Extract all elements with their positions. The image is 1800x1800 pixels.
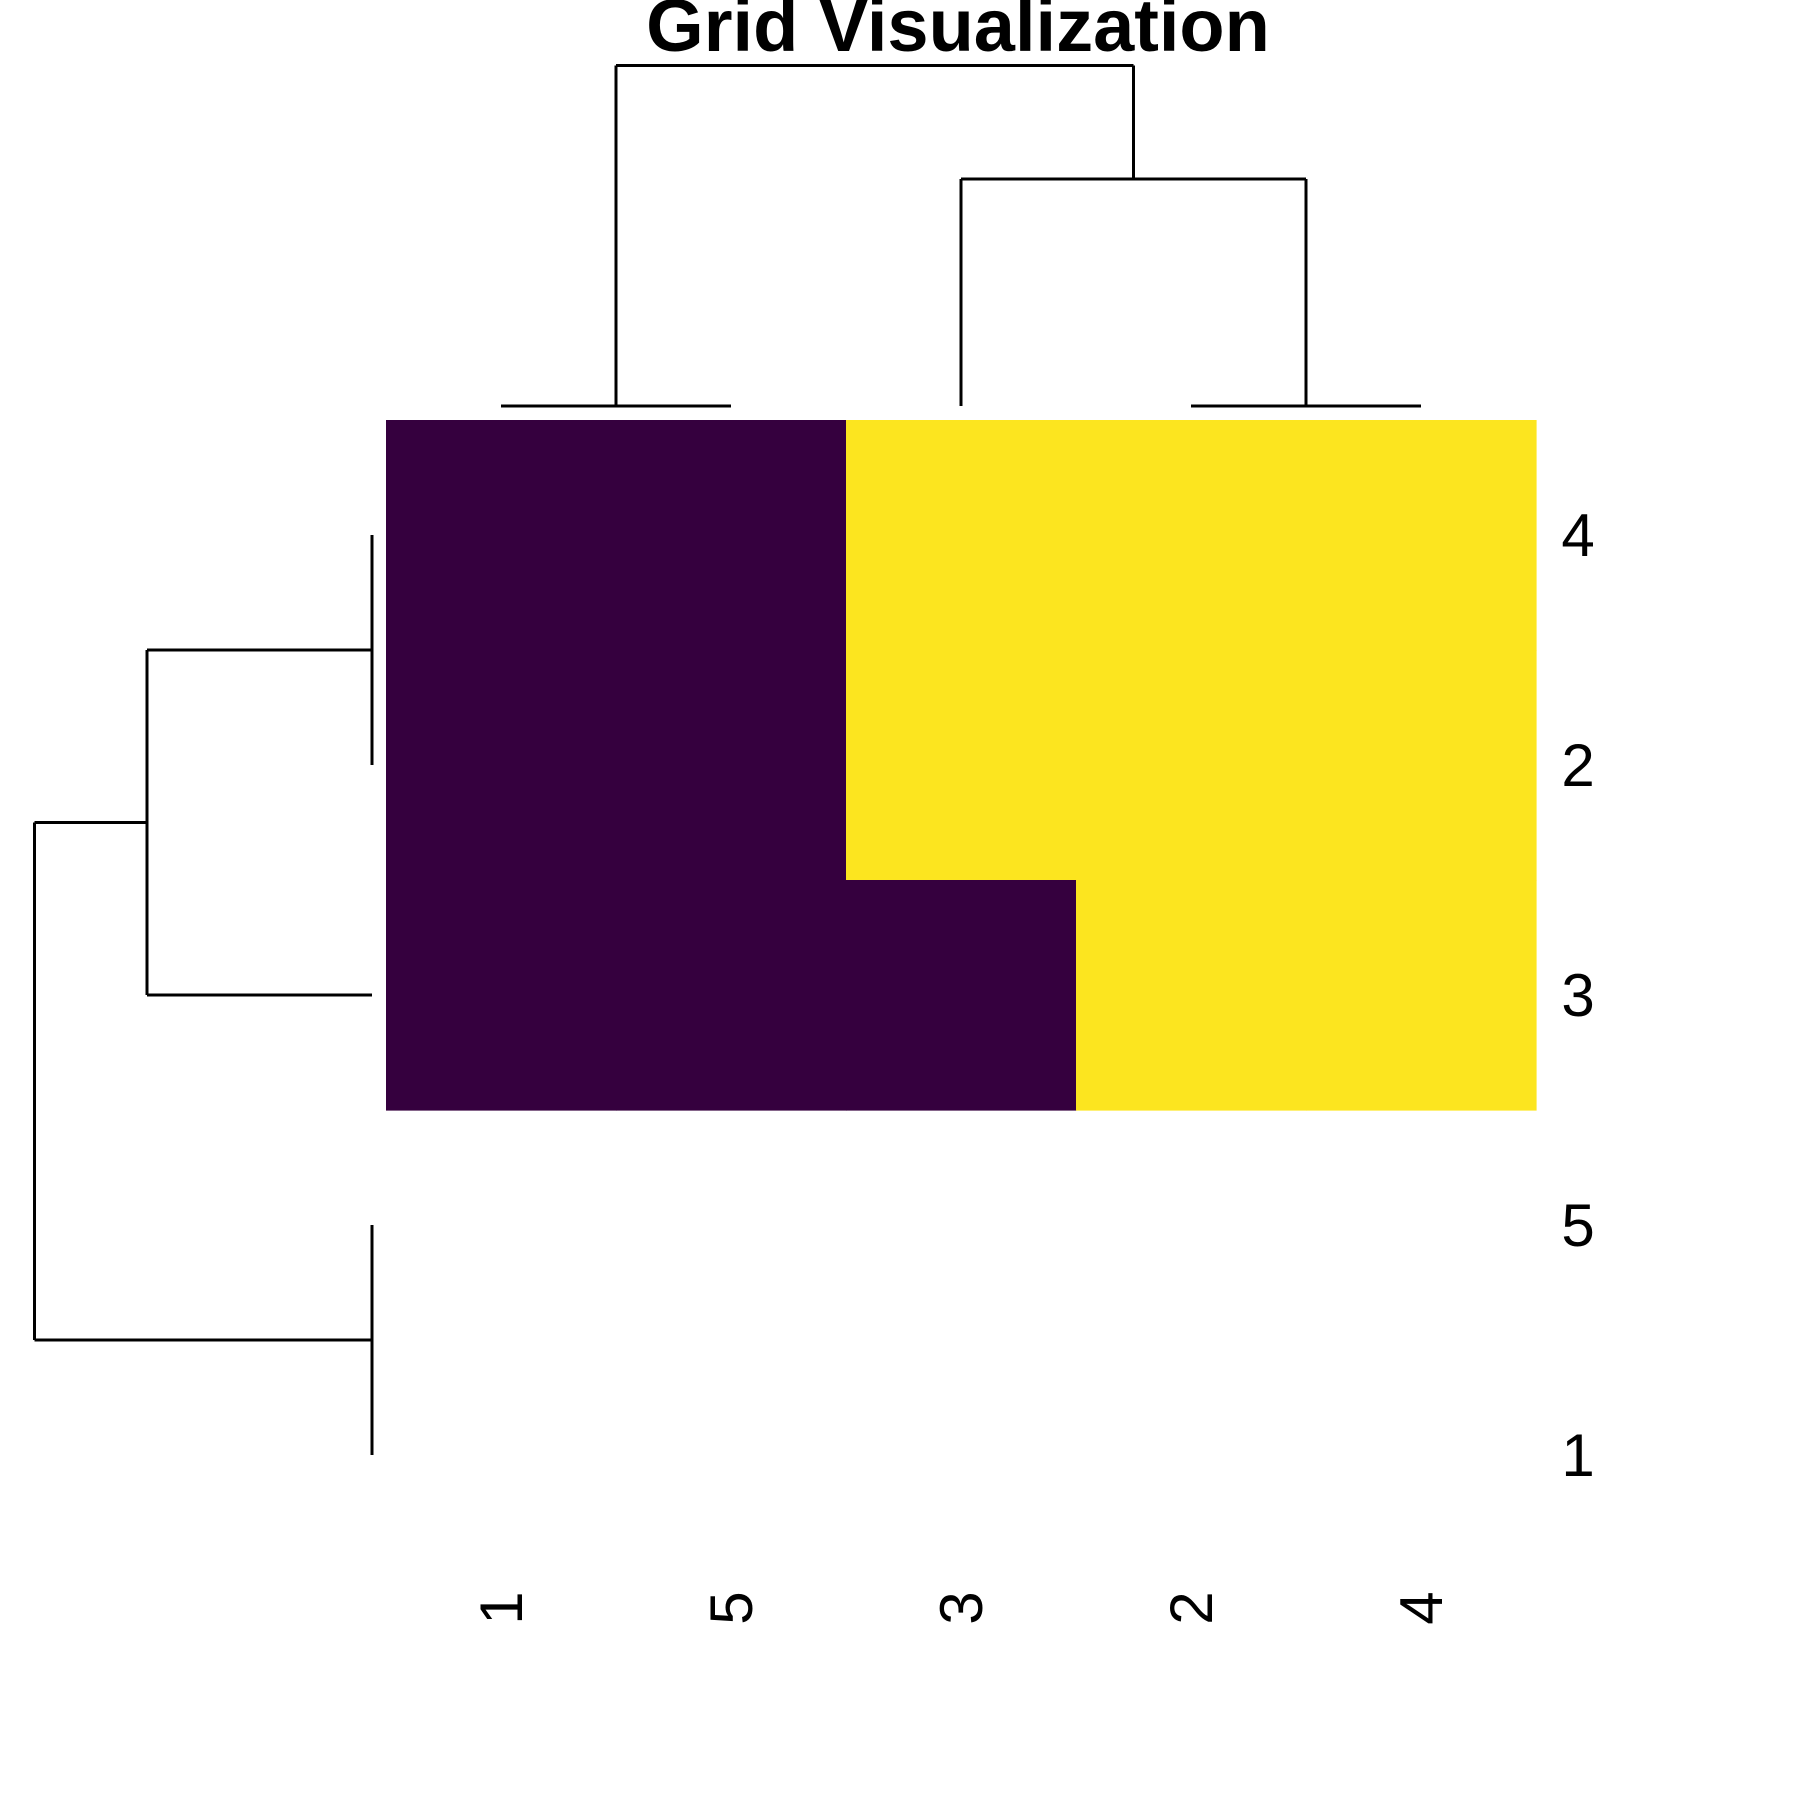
heatmap-cell: [386, 420, 617, 651]
row-label: 1: [1561, 1422, 1594, 1489]
column-label: 5: [698, 1591, 765, 1624]
row-labels: 4 2 3 5 1: [1561, 502, 1594, 1489]
heatmap-cell: [616, 880, 847, 1111]
heatmap-cell: [616, 650, 847, 881]
row-label: 3: [1561, 962, 1594, 1029]
heatmap-cell: [386, 650, 617, 881]
column-label: 3: [928, 1591, 995, 1624]
heatmap-cell: [1306, 880, 1537, 1111]
heatmap-cell: [1076, 650, 1307, 881]
heatmap-cell: [846, 880, 1077, 1111]
heatmap-cell: [846, 650, 1077, 881]
column-label: 2: [1158, 1591, 1225, 1624]
column-dendrogram: [501, 64, 1421, 408]
column-label: 1: [468, 1591, 535, 1624]
row-label: 4: [1561, 502, 1594, 569]
heatmap-cell: [616, 420, 847, 651]
heatmap-cell: [386, 880, 617, 1111]
chart-title: Grid Visualization: [646, 0, 1270, 67]
heatmap-cell: [1076, 880, 1307, 1111]
column-labels: 1 5 3 2 4: [468, 1591, 1455, 1624]
column-label: 4: [1388, 1591, 1455, 1624]
row-label: 5: [1561, 1192, 1594, 1259]
heatmap-cell: [1306, 420, 1537, 651]
heatmap-cells: [386, 420, 1537, 1111]
heatmap-cell: [1306, 650, 1537, 881]
row-dendrogram: [33, 535, 374, 1455]
row-label: 2: [1561, 732, 1594, 799]
heatmap-cell: [1076, 420, 1307, 651]
heatmap-cell: [846, 420, 1077, 651]
